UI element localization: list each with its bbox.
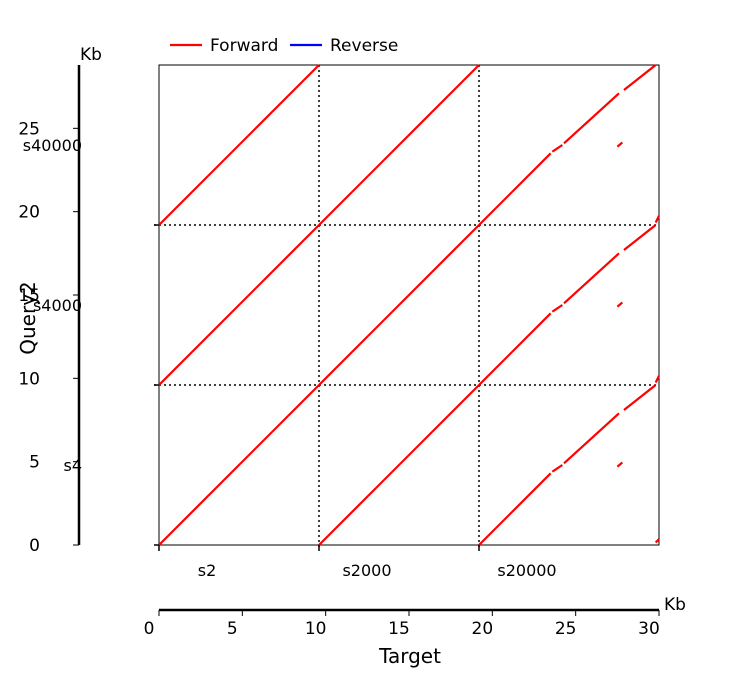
alignment-segment-forward <box>654 538 660 544</box>
alignment-segment-forward <box>563 92 620 145</box>
x-tick-label: 15 <box>388 619 410 639</box>
alignment-segment-forward <box>478 152 552 226</box>
x-axis-title: Target <box>378 644 441 668</box>
alignment-segment-forward <box>616 461 624 468</box>
alignment-segment-forward <box>551 304 563 313</box>
alignment-segment-forward <box>478 312 552 386</box>
alignment-segment-forward <box>158 64 320 226</box>
y-tick-label: 0 <box>29 536 40 556</box>
target-sequence-labels: s2 s2000 s20000 <box>158 545 557 580</box>
x-tick-label: 25 <box>555 619 577 639</box>
alignment-segment-forward <box>623 64 657 91</box>
x-ticks: 0 5 10 15 20 25 30 <box>144 610 660 639</box>
y-tick-label: 10 <box>18 369 40 389</box>
alignment-segment-forward <box>623 384 657 411</box>
query-sequence-label: s4 <box>63 456 82 475</box>
query-sequence-label: s4000 <box>33 296 82 315</box>
alignment-segments <box>158 64 660 546</box>
y-tick-label: 20 <box>18 203 40 223</box>
alignment-segment-forward <box>478 472 552 546</box>
x-tick-label: 0 <box>144 619 155 639</box>
legend-forward-label: Forward <box>210 36 278 56</box>
alignment-segment-forward <box>563 412 620 465</box>
x-axis-unit: Kb <box>664 595 686 615</box>
alignment-segment-forward <box>654 375 660 383</box>
alignment-segment-forward <box>318 64 480 226</box>
target-sequence-label: s2000 <box>342 561 391 580</box>
sequence-boundaries <box>154 65 659 549</box>
alignment-segment-forward <box>616 141 624 148</box>
legend: Forward Reverse <box>170 36 398 56</box>
alignment-segment-forward <box>318 384 480 546</box>
alignment-segment-forward <box>551 144 563 153</box>
alignment-segment-forward <box>563 252 620 305</box>
x-tick-label: 10 <box>305 619 327 639</box>
alignment-segment-forward <box>158 224 320 386</box>
y-axis-title: Query2 <box>16 281 40 355</box>
y-ticks: 0 5 10 15 20 25 <box>18 119 79 556</box>
y-tick-label: 25 <box>18 119 40 139</box>
x-tick-label: 5 <box>227 619 238 639</box>
alignment-segment-forward <box>623 224 657 251</box>
alignment-segment-forward <box>616 301 624 308</box>
query-sequence-label: s40000 <box>23 136 82 155</box>
y-tick-label: 15 <box>18 286 40 306</box>
target-sequence-label: s2 <box>198 561 217 580</box>
legend-reverse-label: Reverse <box>330 36 398 56</box>
alignment-segment-forward <box>158 384 320 546</box>
x-axis: Kb 0 5 10 15 20 25 30 s2 s2000 s20000 Target <box>144 545 686 668</box>
plot-frame <box>158 64 660 546</box>
alignment-segment-forward <box>551 464 563 473</box>
y-axis-unit: Kb <box>80 45 102 65</box>
x-tick-label: 30 <box>638 619 660 639</box>
alignment-segment-forward <box>654 215 660 223</box>
query-sequence-labels: s4 s4000 s40000 <box>23 136 159 546</box>
y-axis: Kb 0 5 10 15 20 25 s4 s4000 s40000 Query2 <box>16 45 159 556</box>
x-tick-label: 20 <box>472 619 494 639</box>
y-tick-label: 5 <box>29 453 40 473</box>
target-sequence-label: s20000 <box>497 561 556 580</box>
alignment-segment-forward <box>318 224 480 386</box>
